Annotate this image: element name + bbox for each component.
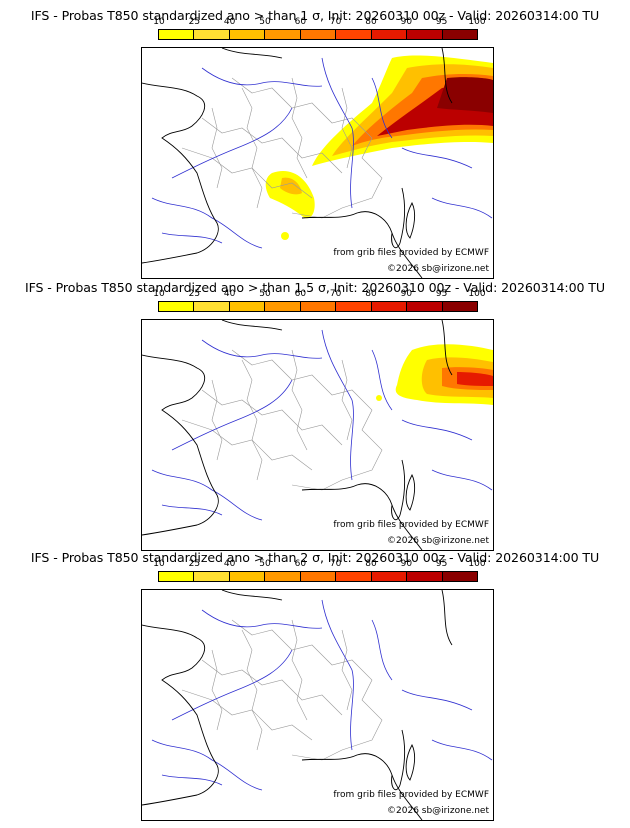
rivers xyxy=(151,329,493,521)
colorbar-swatch xyxy=(194,302,230,311)
colorbar-swatch xyxy=(159,30,195,39)
colorbar-swatch xyxy=(371,302,408,311)
colorbar-tick-label: 70 xyxy=(329,17,342,27)
colorbar-tick-label: 95 xyxy=(435,289,448,299)
colorbar-tick-label: 40 xyxy=(223,559,236,569)
colorbar-tick-label: 60 xyxy=(294,17,307,27)
colorbar-swatch xyxy=(442,30,477,39)
colorbar-tick-label: 80 xyxy=(365,289,377,299)
colorbar-swatch xyxy=(194,572,230,581)
panel-title: IFS - Probas T850 standardized ano > tha… xyxy=(24,280,606,295)
rivers xyxy=(151,57,493,249)
colorbar-swatch xyxy=(159,302,195,311)
probability-fill xyxy=(376,344,493,405)
colorbar-swatch xyxy=(442,302,477,311)
colorbar-tick-label: 25 xyxy=(188,559,201,569)
colorbar-swatch xyxy=(300,30,337,39)
colorbar-swatch xyxy=(371,572,408,581)
colorbar-swatch xyxy=(300,302,337,311)
colorbar xyxy=(158,571,478,582)
colorbar-swatch xyxy=(229,302,266,311)
colorbar-swatch xyxy=(194,30,230,39)
colorbar-tick-label: 10 xyxy=(153,17,165,27)
credit-text: from grib files provided by ECMWF xyxy=(333,520,489,530)
colorbar-tick-label: 95 xyxy=(435,559,448,569)
copyright-text: ©2026 sb@irizone.net xyxy=(387,264,489,274)
colorbar-tick-label: 95 xyxy=(435,17,448,27)
colorbar-tick-label: 50 xyxy=(259,289,271,299)
colorbar-tick-label: 60 xyxy=(294,559,307,569)
colorbar-tick-label: 60 xyxy=(294,289,307,299)
coastlines xyxy=(142,320,453,550)
map-panel-2sigma: IFS - Probas T850 standardized ano > tha… xyxy=(0,542,630,821)
credit-text: from grib files provided by ECMWF xyxy=(333,790,489,800)
colorbar-swatch xyxy=(336,302,372,311)
map-panel-1sigma: IFS - Probas T850 standardized ano > tha… xyxy=(0,0,630,279)
copyright-text: ©2026 sb@irizone.net xyxy=(387,806,489,816)
colorbar-swatch xyxy=(407,572,443,581)
colorbar-swatch xyxy=(300,572,337,581)
colorbar-swatch xyxy=(229,30,266,39)
colorbar-tick-label: 25 xyxy=(188,17,201,27)
colorbar-swatch xyxy=(336,572,372,581)
borders xyxy=(181,619,383,761)
colorbar-tick-label: 80 xyxy=(365,17,377,27)
colorbar-ticks: 10 25 40 50 60 70 80 90 95 100 xyxy=(153,17,485,29)
colorbar-swatch xyxy=(229,572,266,581)
colorbar-tick-label: 70 xyxy=(329,289,342,299)
colorbar-tick-label: 10 xyxy=(153,289,165,299)
colorbar-tick-label: 100 xyxy=(468,17,486,27)
colorbar-tick-label: 50 xyxy=(259,17,271,27)
borders xyxy=(181,77,383,219)
colorbar-tick-label: 90 xyxy=(400,17,413,27)
panel-title: IFS - Probas T850 standardized ano > tha… xyxy=(30,8,600,23)
map-panel-1-5sigma: IFS - Probas T850 standardized ano > tha… xyxy=(0,272,630,551)
colorbar-swatch xyxy=(265,572,301,581)
colorbar-tick-label: 40 xyxy=(223,289,236,299)
credit-text: from grib files provided by ECMWF xyxy=(333,248,489,258)
colorbar-swatch xyxy=(371,30,408,39)
colorbar-tick-label: 40 xyxy=(223,17,236,27)
colorbar xyxy=(158,29,478,40)
colorbar-tick-label: 50 xyxy=(259,559,271,569)
colorbar-swatch xyxy=(336,30,372,39)
colorbar-tick-label: 10 xyxy=(153,559,165,569)
coastlines xyxy=(142,48,453,278)
colorbar-swatch xyxy=(407,30,443,39)
rivers xyxy=(151,599,493,791)
colorbar xyxy=(158,301,478,312)
colorbar-tick-label: 100 xyxy=(468,289,486,299)
probability-map: from grib files provided by ECMWF ©2026 … xyxy=(141,589,494,821)
colorbar-tick-label: 100 xyxy=(468,559,486,569)
colorbar-tick-label: 90 xyxy=(400,559,413,569)
map-svg xyxy=(142,590,493,820)
borders xyxy=(181,349,383,491)
colorbar-tick-label: 70 xyxy=(329,559,342,569)
colorbar-tick-label: 25 xyxy=(188,289,201,299)
map-svg xyxy=(142,320,493,550)
probability-fill xyxy=(265,55,493,240)
colorbar-ticks: 10 25 40 50 60 70 80 90 95 100 xyxy=(153,289,485,301)
coastlines xyxy=(142,590,453,820)
colorbar-swatch xyxy=(442,572,477,581)
probability-map: from grib files provided by ECMWF ©2026 … xyxy=(141,319,494,551)
panel-title: IFS - Probas T850 standardized ano > tha… xyxy=(30,550,600,565)
colorbar-tick-label: 80 xyxy=(365,559,377,569)
colorbar-swatch xyxy=(265,30,301,39)
map-svg xyxy=(142,48,493,278)
probability-map: from grib files provided by ECMWF ©2026 … xyxy=(141,47,494,279)
colorbar-tick-label: 90 xyxy=(400,289,413,299)
colorbar-swatch xyxy=(159,572,195,581)
colorbar-swatch xyxy=(407,302,443,311)
colorbar-ticks: 10 25 40 50 60 70 80 90 95 100 xyxy=(153,559,485,571)
copyright-text: ©2026 sb@irizone.net xyxy=(387,536,489,546)
colorbar-swatch xyxy=(265,302,301,311)
